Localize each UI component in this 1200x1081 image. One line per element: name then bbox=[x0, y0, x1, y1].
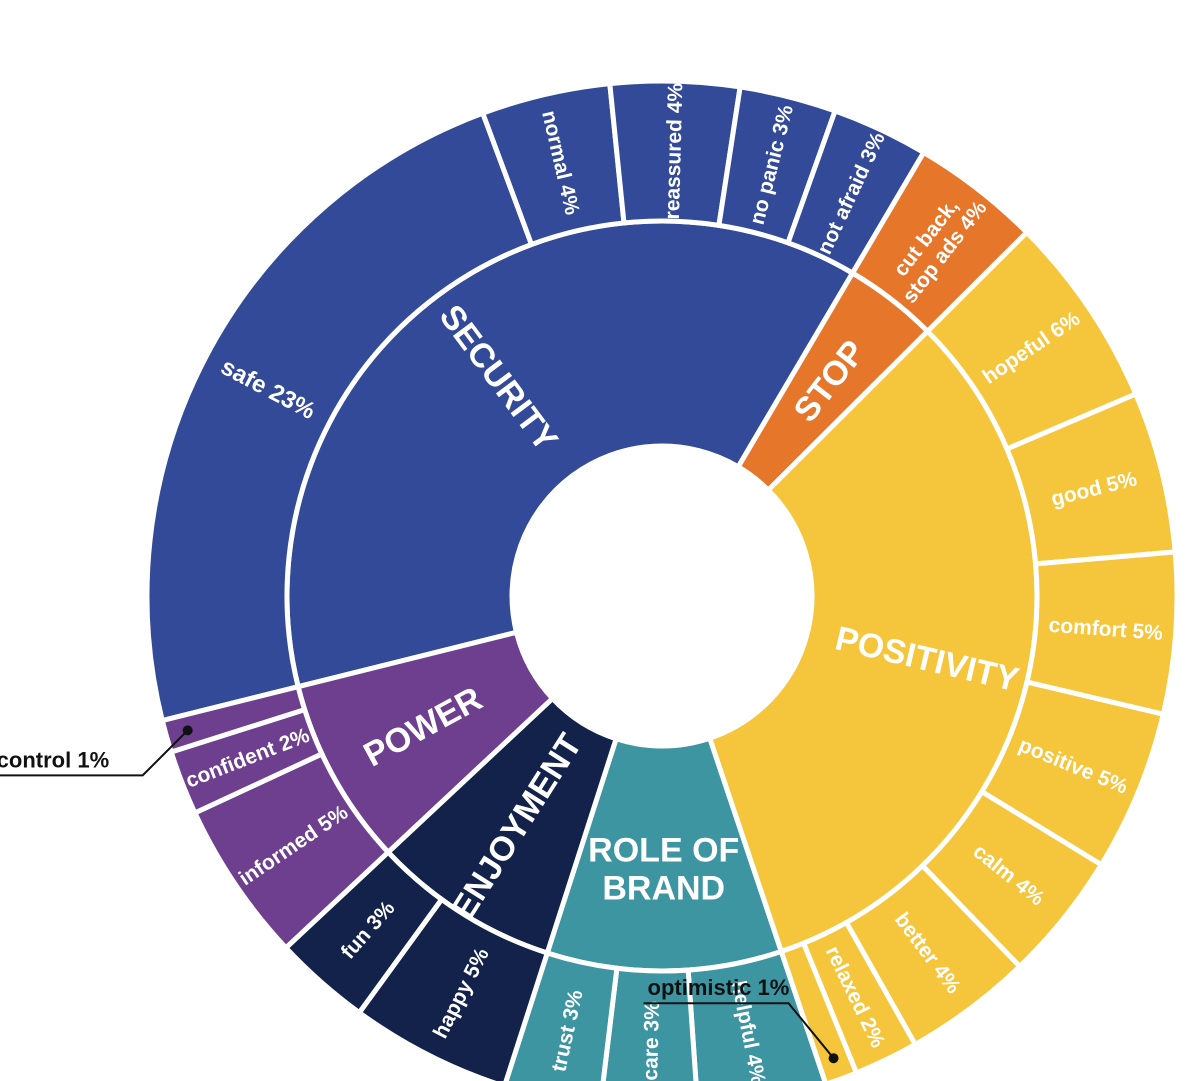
callout-label-control-1: control 1% bbox=[0, 747, 109, 772]
segment-label-care-3: care 3% bbox=[639, 1001, 664, 1081]
callout-label-optimistic-1: optimistic 1% bbox=[648, 975, 790, 1000]
category-label-role-of-brand: ROLE OF BRAND bbox=[588, 831, 739, 907]
segment-safe-23 bbox=[144, 109, 535, 724]
callout-line-control-1 bbox=[0, 729, 189, 777]
callouts: optimistic 1% control 1% bbox=[0, 725, 839, 1064]
outer-ring: safe 23%normal 4% reassured 4% no panic 3%… bbox=[144, 78, 1180, 1081]
callout-line-optimistic-1 bbox=[643, 1002, 835, 1059]
segment-label-reassured-4: reassured 4% bbox=[661, 82, 687, 219]
segment-control-1 bbox=[159, 683, 308, 756]
